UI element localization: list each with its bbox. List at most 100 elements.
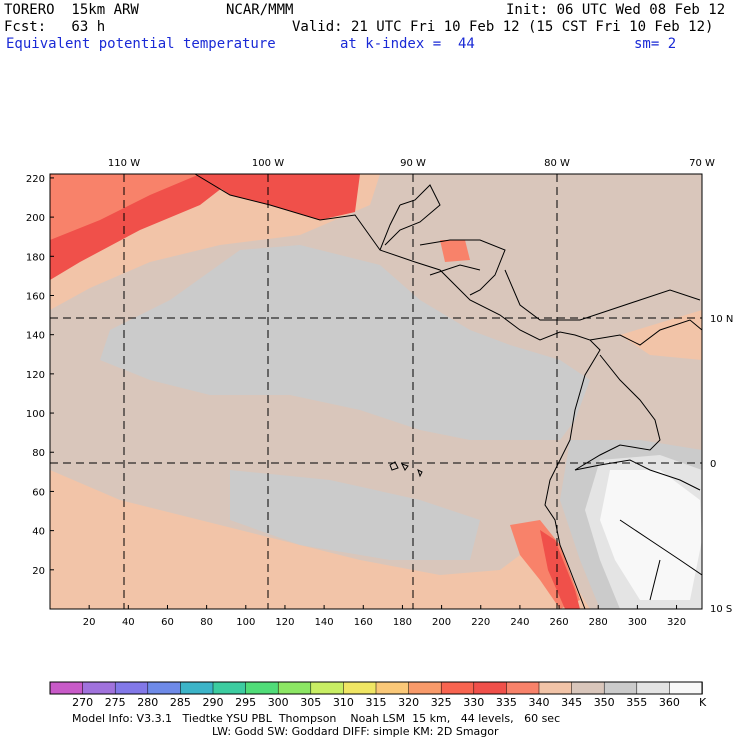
bottom-tick-label: 140 xyxy=(315,617,334,628)
colorbar-swatch xyxy=(277,681,312,695)
graticule xyxy=(50,174,702,609)
bottom-tick-label: 180 xyxy=(393,617,412,628)
colorbar-swatch xyxy=(440,681,475,695)
colorbar-label: 275 xyxy=(105,696,126,709)
shade-330-caribbean xyxy=(440,240,470,262)
border-mexico-guatemala xyxy=(379,204,401,251)
shade-350-central xyxy=(100,245,590,440)
colorbar-label: 355 xyxy=(626,696,647,709)
field-shading xyxy=(50,174,702,609)
left-tick-label: 220 xyxy=(26,174,45,185)
forecast-hour: Fcst: 63 h xyxy=(4,19,106,35)
colorbar-label: 350 xyxy=(594,696,615,709)
border-honduras xyxy=(429,264,481,276)
colorbar-swatch xyxy=(212,681,247,695)
left-tick-label: 160 xyxy=(26,291,45,302)
bottom-tick-label: 200 xyxy=(432,617,451,628)
left-tick-label: 120 xyxy=(26,370,45,381)
level-info: at k-index = 44 xyxy=(340,36,475,52)
coastlines xyxy=(194,174,702,609)
bottom-tick-label: 300 xyxy=(628,617,647,628)
colorbar-swatch xyxy=(506,681,540,695)
lon-label-80w: 80 W xyxy=(544,158,570,169)
lon-label-90w: 90 W xyxy=(400,158,426,169)
colorbar-label: 335 xyxy=(496,696,517,709)
colorbar-unit: K xyxy=(699,696,707,709)
left-tick-label: 100 xyxy=(26,409,45,420)
left-tick-label: 60 xyxy=(32,487,45,498)
colorbar-label: 270 xyxy=(72,696,93,709)
bottom-tick-label: 220 xyxy=(471,617,490,628)
model-name: TORERO 15km ARW xyxy=(4,2,139,18)
colorbar-swatch xyxy=(408,681,442,695)
colorbar-label: 310 xyxy=(333,696,354,709)
bottom-tick-label: 60 xyxy=(161,617,174,628)
colorbar-swatch xyxy=(114,681,149,695)
colorbar-swatch xyxy=(147,681,182,695)
shade-335-northwest xyxy=(50,174,240,280)
lon-label-70w: 70 W xyxy=(689,158,715,169)
coastline-caribbean xyxy=(384,184,701,321)
shade-335-peru xyxy=(540,530,580,609)
colorbar-label: 325 xyxy=(431,696,452,709)
coastline-colombia-border xyxy=(574,319,702,471)
colorbar-swatch xyxy=(669,681,703,695)
bottom-tick-label: 280 xyxy=(589,617,608,628)
lat-label-10s: 10 S xyxy=(710,604,732,615)
colorbar-label: 305 xyxy=(300,696,321,709)
shade-350-south xyxy=(230,470,480,560)
colorbar-label: 290 xyxy=(203,696,224,709)
lon-label-110w: 110 W xyxy=(108,158,140,169)
colorbar-label: 340 xyxy=(529,696,550,709)
colorbar-swatch xyxy=(180,681,214,695)
lat-label-0: 0 xyxy=(710,459,716,470)
smoothing-info: sm= 2 xyxy=(634,36,677,52)
colorbar-swatch xyxy=(49,681,84,695)
colorbar-swatch xyxy=(245,681,279,695)
colorbar xyxy=(49,681,703,695)
colorbar-label: 360 xyxy=(659,696,680,709)
bottom-tick-label: 80 xyxy=(200,617,213,628)
left-tick-label: 20 xyxy=(32,566,45,577)
colorbar-swatch xyxy=(571,681,605,695)
colorbar-label: 300 xyxy=(268,696,289,709)
bottom-tick-label: 100 xyxy=(236,617,255,628)
bottom-tick-label: 120 xyxy=(275,617,294,628)
shade-340-south xyxy=(50,470,590,609)
valid-time: Valid: 21 UTC Fri 10 Feb 12 (15 CST Fri … xyxy=(292,19,714,35)
left-axis: 20 40 60 80 100 120 140 160 180 200 220 xyxy=(26,174,54,577)
bottom-tick-label: 40 xyxy=(122,617,135,628)
bottom-axis: 20 40 60 80 100 120 140 160 180 200 220 240 260 280 30… xyxy=(83,605,686,628)
colorbar-swatch xyxy=(473,681,508,695)
border-peru xyxy=(574,459,702,601)
map-frame xyxy=(49,173,703,610)
lon-label-100w: 100 W xyxy=(252,158,284,169)
colorbar-label: 330 xyxy=(463,696,484,709)
left-tick-label: 140 xyxy=(26,331,45,342)
colorbar-label: 280 xyxy=(137,696,158,709)
shade-360 xyxy=(600,470,702,600)
colorbar-label: 345 xyxy=(561,696,582,709)
colorbar-swatch xyxy=(538,681,573,695)
model-info-line2: LW: Godd SW: Goddard DIFF: simple KM: 2D… xyxy=(212,725,499,738)
colorbar-frame xyxy=(49,681,703,695)
bottom-tick-label: 20 xyxy=(83,617,96,628)
colorbar-labels: 270 275 280 285 290 295 300 305 310 315 320 325 330 3… xyxy=(72,696,680,709)
init-time: Init: 06 UTC Wed 08 Feb 12 xyxy=(506,2,726,18)
colorbar-swatch xyxy=(603,681,638,695)
coastline-central-america xyxy=(194,174,601,609)
colorbar-label: 285 xyxy=(170,696,191,709)
left-tick-label: 80 xyxy=(32,448,45,459)
shade-335-coast-mexico xyxy=(200,174,360,220)
model-info-line1: Model Info: V3.3.1 Tiedtke YSU PBL Thomp… xyxy=(72,712,561,725)
colorbar-label: 320 xyxy=(398,696,419,709)
colorbar-swatch xyxy=(636,681,671,695)
field-name: Equivalent potential temperature xyxy=(6,36,276,52)
organization: NCAR/MMM xyxy=(226,2,294,18)
colorbar-swatch xyxy=(375,681,410,695)
left-tick-label: 40 xyxy=(32,527,45,538)
colorbar-swatch xyxy=(82,681,116,695)
left-tick-label: 180 xyxy=(26,252,45,263)
colorbar-swatch xyxy=(343,681,377,695)
